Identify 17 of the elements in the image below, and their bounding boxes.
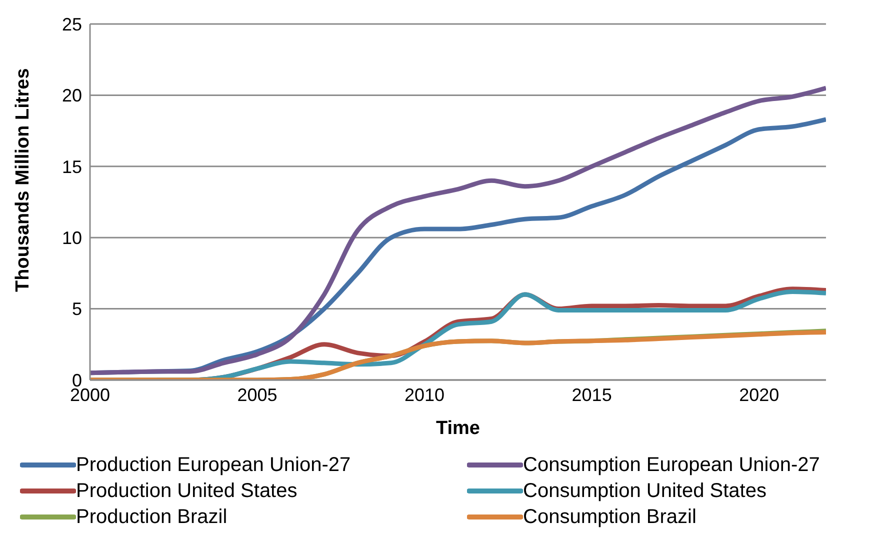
legend-label: Production Brazil: [76, 506, 228, 528]
y-tick-label: 5: [72, 299, 82, 320]
y-tick-label: 10: [62, 228, 82, 248]
y-axis-title: Thousands Million Litres: [12, 68, 34, 292]
y-tick-label: 20: [62, 86, 82, 106]
x-tick-label: 2020: [739, 384, 780, 405]
legend-label: Production European Union-27: [76, 454, 351, 476]
y-tick-label: 25: [62, 14, 82, 34]
legend-label: Consumption United States: [523, 480, 766, 502]
legend-label: Production United States: [76, 480, 298, 502]
x-axis-title: Time: [436, 418, 480, 439]
x-tick-label: 2010: [404, 384, 445, 405]
y-tick-label: 15: [62, 156, 82, 177]
legend-label: Consumption European Union-27: [523, 454, 820, 476]
x-tick-label: 2015: [572, 384, 612, 405]
legend-label: Consumption Brazil: [523, 506, 696, 528]
x-tick-label: 2005: [237, 384, 278, 405]
